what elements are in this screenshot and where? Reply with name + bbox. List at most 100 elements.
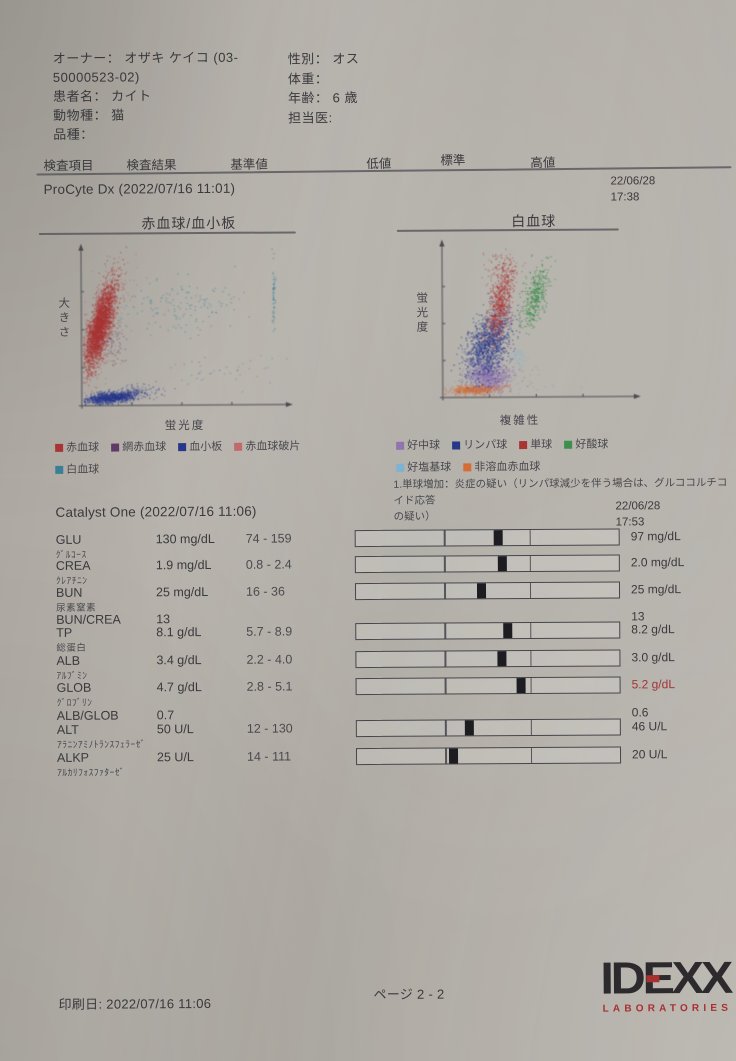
range-bar — [354, 554, 620, 574]
low-divider — [444, 651, 447, 667]
previous-result: 0.6 — [631, 705, 649, 720]
high-divider — [530, 748, 533, 764]
wbc-ylabel: 蛍光度 — [415, 291, 428, 336]
age-line: 年齢： 6 歳 — [287, 90, 359, 106]
sex-line: 性別： オス — [287, 51, 360, 67]
legend-label: 赤血球破片 — [245, 440, 301, 453]
range-bar — [354, 528, 620, 548]
page-number: ページ 2 - 2 — [373, 986, 445, 1002]
col-test-item: 検査項目 — [43, 158, 94, 173]
procyte-prev-date: 22/06/28 — [610, 175, 656, 188]
idexx-logo-subtext: LABORATORIES — [602, 1002, 733, 1015]
low-divider — [444, 678, 447, 694]
test-result: 25 mg/dL — [155, 584, 209, 600]
test-code: ALKP — [56, 750, 90, 765]
legend-item-eosinophil: 好酸球 — [564, 439, 608, 451]
monocyte-note: 1.単球増加：炎症の疑い（リンパ球減少を伴う場合は、グルココルチコイド応答 の疑… — [393, 475, 728, 525]
wbc-scatter-canvas — [435, 236, 642, 406]
legend-label: 血小板 — [189, 440, 223, 454]
wbc-legend-row-2: 好塩基球 非溶血赤血球 — [396, 458, 549, 475]
col-test-result: 検査結果 — [126, 158, 177, 173]
owner-line-1: オーナー： オザキ ケイコ (03- — [52, 49, 239, 66]
rbc-plt-xlabel: 蛍光度 — [164, 419, 206, 433]
col-ref-range: 基準値 — [230, 157, 268, 172]
result-marker — [503, 623, 513, 639]
legend-label: リンパ球 — [463, 439, 508, 452]
legend-swatch — [519, 441, 528, 450]
print-date-line: 印刷日: 2022/07/16 11:06 — [58, 995, 212, 1012]
range-bar — [355, 746, 622, 766]
note-line-1: 1.単球増加：炎症の疑い（リンパ球減少を伴う場合は、グルココルチコイド応答 — [393, 476, 728, 507]
legend-item-neutrophil: 好中球 — [396, 440, 440, 452]
legend-label: 好中球 — [407, 439, 441, 452]
idexx-logo: IDEXX LABORATORIES — [600, 952, 736, 1028]
legend-swatch — [396, 463, 405, 472]
range-bar — [355, 649, 621, 669]
legend-swatch — [452, 441, 461, 450]
test-code: ALB/GLOB — [56, 708, 119, 723]
legend-item-rbc: 赤血球 — [55, 442, 99, 454]
test-result: 50 U/L — [156, 722, 194, 737]
rbc-plt-title-rule — [38, 231, 296, 235]
legend-item-rbc-frag: 赤血球破片 — [234, 440, 301, 453]
legend-label: 好塩基球 — [407, 461, 452, 474]
previous-result-high: 5.2 g/dL — [631, 677, 676, 692]
catalyst-row-tp: TP 8.1 g/dL 5.7 - 8.9 総蛋白 8.2 g/dL — [1, 621, 736, 654]
legend-label: 赤血球 — [66, 441, 100, 454]
low-divider — [444, 720, 447, 736]
high-divider — [529, 530, 531, 546]
reference-range: 14 - 111 — [246, 749, 292, 764]
result-marker — [464, 720, 474, 736]
legend-label: 好酸球 — [575, 438, 609, 451]
previous-result: 20 U/L — [631, 747, 668, 762]
test-name-ja: ｸﾞﾛﾌﾞﾘﾝ — [56, 697, 93, 709]
low-divider — [445, 748, 447, 764]
catalyst-prev-date: 22/06/28 — [615, 500, 661, 513]
owner-patient-block: オーナー： オザキ ケイコ (03- 50000523-02) 患者名： カイト… — [53, 48, 284, 144]
test-result: 0.7 — [156, 708, 175, 723]
idexx-logo-red-bar — [646, 975, 660, 983]
legend-label: 白血球 — [66, 463, 100, 476]
catalyst-row-glob: GLOB 4.7 g/dL 2.8 - 5.1 ｸﾞﾛﾌﾞﾘﾝ 5.2 g/dL — [2, 676, 736, 709]
legend-label: 非溶血赤血球 — [474, 460, 541, 474]
high-divider — [529, 651, 532, 667]
test-result: 25 U/L — [156, 750, 194, 765]
previous-result: 2.0 mg/dL — [630, 555, 685, 570]
rbc-plt-scatter-canvas — [74, 240, 294, 414]
test-code: TP — [56, 625, 73, 640]
rbc-plt-legend-row-2: 白血球 — [55, 461, 108, 477]
previous-result: 97 mg/dL — [630, 529, 681, 544]
procyte-prev-time: 17:38 — [610, 191, 640, 204]
result-marker — [497, 651, 507, 667]
signalment-block: 性別： オス 体重： 年齢： 6 歳 担当医: — [288, 48, 488, 127]
test-result: 1.9 mg/dL — [155, 557, 212, 573]
legend-label: 網赤血球 — [122, 441, 167, 454]
species-line: 動物種： 猫 — [53, 107, 125, 123]
catalyst-row-alt: ALT 50 U/L 12 - 130 ｱﾗﾆﾝｱﾐﾉﾄﾗﾝｽﾌｪﾗｰｾﾞ 46… — [2, 718, 736, 751]
reference-range: 0.8 - 2.4 — [245, 557, 292, 572]
range-bar — [355, 676, 621, 696]
weight-line: 体重： — [287, 70, 329, 86]
col-standard: 標準 — [440, 153, 466, 168]
result-marker — [497, 556, 507, 572]
legend-swatch — [55, 465, 64, 474]
test-code: CREA — [55, 558, 91, 573]
result-marker — [476, 583, 486, 599]
legend-item-basophil: 好塩基球 — [396, 461, 452, 474]
legend-swatch — [111, 443, 120, 452]
high-divider — [529, 556, 532, 572]
patient-name-line: 患者名： カイト — [52, 88, 152, 104]
low-divider — [443, 556, 446, 572]
legend-swatch — [234, 442, 243, 451]
range-bar — [355, 621, 621, 641]
test-result: 8.1 g/dL — [156, 625, 202, 640]
low-divider — [443, 530, 446, 546]
legend-item-plt: 血小板 — [178, 441, 222, 453]
low-divider — [444, 583, 446, 599]
test-code: GLU — [55, 532, 82, 547]
legend-swatch — [178, 443, 187, 452]
range-bar — [355, 718, 621, 738]
wbc-xlabel: 複雑性 — [499, 414, 541, 428]
